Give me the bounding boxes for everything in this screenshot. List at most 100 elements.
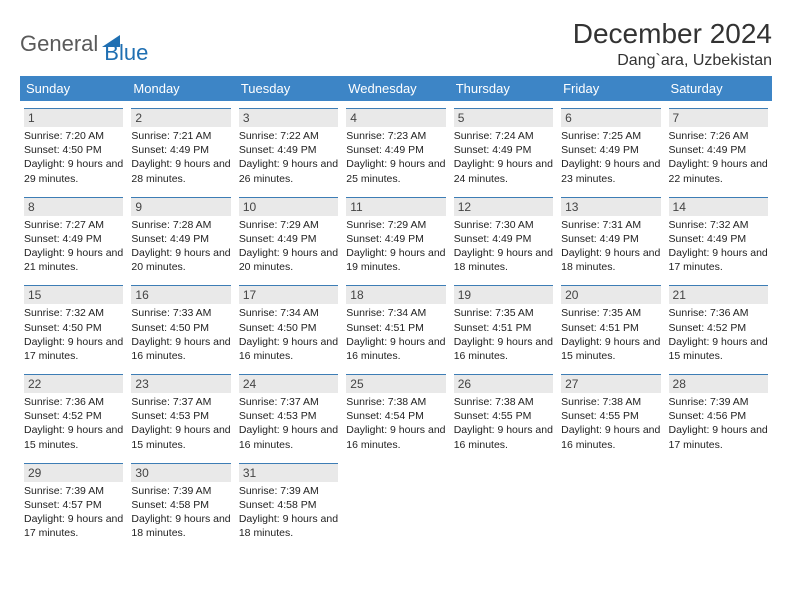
- day-cell: 8Sunrise: 7:27 AMSunset: 4:49 PMDaylight…: [20, 197, 127, 279]
- day-cell: 20 Sunrise: 7:35 AMSunset: 4:51 PMDayligh…: [557, 285, 664, 367]
- month-title: December 2024: [573, 18, 772, 50]
- day-cell: 22 Sunrise: 7:36 AMSunset: 4:52 PMDayligh…: [20, 374, 127, 456]
- day-cell: 12Sunrise: 7:30 AMSunset: 4:49 PMDayligh…: [450, 197, 557, 279]
- day-cell: [450, 463, 557, 545]
- day-cell: [342, 463, 449, 545]
- day-cell: 7 Sunrise: 7:26 AMSunset: 4:49 PMDaylight…: [665, 108, 772, 190]
- week-row: 1 Sunrise: 7:20 AMSunset: 4:50 PMDaylight…: [20, 108, 772, 190]
- day-number: 29: [24, 463, 123, 482]
- day-info: Sunrise: 7:37 AMSunset: 4:53 PMDaylight:…: [239, 395, 338, 452]
- day-info: Sunrise: 7:39 AMSunset: 4:57 PMDaylight:…: [24, 484, 123, 541]
- week-row: 29 Sunrise: 7:39 AMSunset: 4:57 PMDayligh…: [20, 463, 772, 545]
- day-number: 4: [346, 108, 445, 127]
- day-info: Sunrise: 7:32 AMSunset: 4:50 PMDaylight:…: [24, 306, 123, 363]
- day-info: Sunrise: 7:26 AMSunset: 4:49 PMDaylight:…: [669, 129, 768, 186]
- day-number: 23: [131, 374, 230, 393]
- day-info: Sunrise: 7:38 AMSunset: 4:55 PMDaylight:…: [454, 395, 553, 452]
- day-number: 7: [669, 108, 768, 127]
- day-cell: 9 Sunrise: 7:28 AMSunset: 4:49 PMDaylight…: [127, 197, 234, 279]
- day-number: 16: [131, 285, 230, 304]
- day-cell: 28Sunrise: 7:39 AMSunset: 4:56 PMDayligh…: [665, 374, 772, 456]
- day-info: Sunrise: 7:36 AMSunset: 4:52 PMDaylight:…: [24, 395, 123, 452]
- weekday-header-row: SundayMondayTuesdayWednesdayThursdayFrid…: [20, 76, 772, 101]
- day-number: 19: [454, 285, 553, 304]
- day-number: 24: [239, 374, 338, 393]
- day-info: Sunrise: 7:24 AMSunset: 4:49 PMDaylight:…: [454, 129, 553, 186]
- day-number: 2: [131, 108, 230, 127]
- day-cell: 5Sunrise: 7:24 AMSunset: 4:49 PMDaylight…: [450, 108, 557, 190]
- day-number: 31: [239, 463, 338, 482]
- brand-part1: General: [20, 31, 98, 57]
- calendar-page: General Blue December 2024 Dang`ara, Uzb…: [0, 0, 792, 554]
- day-info: Sunrise: 7:36 AMSunset: 4:52 PMDaylight:…: [669, 306, 768, 363]
- weekday-header: Saturday: [665, 76, 772, 101]
- day-info: Sunrise: 7:20 AMSunset: 4:50 PMDaylight:…: [24, 129, 123, 186]
- day-number: 10: [239, 197, 338, 216]
- day-cell: 2Sunrise: 7:21 AMSunset: 4:49 PMDaylight…: [127, 108, 234, 190]
- weekday-header: Friday: [557, 76, 664, 101]
- week-row: 8Sunrise: 7:27 AMSunset: 4:49 PMDaylight…: [20, 197, 772, 279]
- day-number: 8: [24, 197, 123, 216]
- week-row: 22 Sunrise: 7:36 AMSunset: 4:52 PMDayligh…: [20, 374, 772, 456]
- day-info: Sunrise: 7:39 AMSunset: 4:58 PMDaylight:…: [239, 484, 338, 541]
- day-cell: 17Sunrise: 7:34 AMSunset: 4:50 PMDayligh…: [235, 285, 342, 367]
- location-label: Dang`ara, Uzbekistan: [573, 52, 772, 70]
- day-number: 30: [131, 463, 230, 482]
- day-number: 9: [131, 197, 230, 216]
- day-info: Sunrise: 7:23 AMSunset: 4:49 PMDaylight:…: [346, 129, 445, 186]
- day-cell: [557, 463, 664, 545]
- day-number: 15: [24, 285, 123, 304]
- day-cell: [665, 463, 772, 545]
- day-cell: 1 Sunrise: 7:20 AMSunset: 4:50 PMDaylight…: [20, 108, 127, 190]
- day-info: Sunrise: 7:35 AMSunset: 4:51 PMDaylight:…: [561, 306, 660, 363]
- title-block: December 2024 Dang`ara, Uzbekistan: [573, 18, 772, 70]
- day-info: Sunrise: 7:34 AMSunset: 4:50 PMDaylight:…: [239, 306, 338, 363]
- weekday-header: Tuesday: [235, 76, 342, 101]
- day-number: 28: [669, 374, 768, 393]
- day-info: Sunrise: 7:22 AMSunset: 4:49 PMDaylight:…: [239, 129, 338, 186]
- brand-logo: General Blue: [20, 22, 148, 66]
- day-cell: 29 Sunrise: 7:39 AMSunset: 4:57 PMDayligh…: [20, 463, 127, 545]
- day-cell: 10Sunrise: 7:29 AMSunset: 4:49 PMDayligh…: [235, 197, 342, 279]
- day-info: Sunrise: 7:28 AMSunset: 4:49 PMDaylight:…: [131, 218, 230, 275]
- day-cell: 30 Sunrise: 7:39 AMSunset: 4:58 PMDayligh…: [127, 463, 234, 545]
- day-cell: 31 Sunrise: 7:39 AMSunset: 4:58 PMDayligh…: [235, 463, 342, 545]
- day-cell: 19Sunrise: 7:35 AMSunset: 4:51 PMDayligh…: [450, 285, 557, 367]
- day-cell: 25Sunrise: 7:38 AMSunset: 4:54 PMDayligh…: [342, 374, 449, 456]
- day-info: Sunrise: 7:32 AMSunset: 4:49 PMDaylight:…: [669, 218, 768, 275]
- day-cell: 3 Sunrise: 7:22 AMSunset: 4:49 PMDaylight…: [235, 108, 342, 190]
- day-number: 3: [239, 108, 338, 127]
- day-info: Sunrise: 7:38 AMSunset: 4:55 PMDaylight:…: [561, 395, 660, 452]
- day-info: Sunrise: 7:31 AMSunset: 4:49 PMDaylight:…: [561, 218, 660, 275]
- day-number: 26: [454, 374, 553, 393]
- day-cell: 16 Sunrise: 7:33 AMSunset: 4:50 PMDayligh…: [127, 285, 234, 367]
- day-cell: 15 Sunrise: 7:32 AMSunset: 4:50 PMDayligh…: [20, 285, 127, 367]
- day-cell: 6 Sunrise: 7:25 AMSunset: 4:49 PMDaylight…: [557, 108, 664, 190]
- day-number: 6: [561, 108, 660, 127]
- day-info: Sunrise: 7:33 AMSunset: 4:50 PMDaylight:…: [131, 306, 230, 363]
- day-cell: 26 Sunrise: 7:38 AMSunset: 4:55 PMDayligh…: [450, 374, 557, 456]
- weekday-header: Sunday: [20, 76, 127, 101]
- weekday-header: Thursday: [450, 76, 557, 101]
- day-info: Sunrise: 7:25 AMSunset: 4:49 PMDaylight:…: [561, 129, 660, 186]
- day-cell: 11Sunrise: 7:29 AMSunset: 4:49 PMDayligh…: [342, 197, 449, 279]
- calendar-grid: SundayMondayTuesdayWednesdayThursdayFrid…: [20, 76, 772, 544]
- day-number: 18: [346, 285, 445, 304]
- day-info: Sunrise: 7:29 AMSunset: 4:49 PMDaylight:…: [346, 218, 445, 275]
- weeks-container: 1 Sunrise: 7:20 AMSunset: 4:50 PMDaylight…: [20, 108, 772, 544]
- day-number: 14: [669, 197, 768, 216]
- week-row: 15 Sunrise: 7:32 AMSunset: 4:50 PMDayligh…: [20, 285, 772, 367]
- day-number: 27: [561, 374, 660, 393]
- day-number: 12: [454, 197, 553, 216]
- day-info: Sunrise: 7:39 AMSunset: 4:58 PMDaylight:…: [131, 484, 230, 541]
- day-number: 1: [24, 108, 123, 127]
- day-cell: 18 Sunrise: 7:34 AMSunset: 4:51 PMDayligh…: [342, 285, 449, 367]
- day-number: 20: [561, 285, 660, 304]
- day-cell: 23Sunrise: 7:37 AMSunset: 4:53 PMDayligh…: [127, 374, 234, 456]
- day-info: Sunrise: 7:34 AMSunset: 4:51 PMDaylight:…: [346, 306, 445, 363]
- day-cell: 4 Sunrise: 7:23 AMSunset: 4:49 PMDaylight…: [342, 108, 449, 190]
- day-cell: 14 Sunrise: 7:32 AMSunset: 4:49 PMDayligh…: [665, 197, 772, 279]
- day-number: 21: [669, 285, 768, 304]
- day-number: 13: [561, 197, 660, 216]
- day-number: 22: [24, 374, 123, 393]
